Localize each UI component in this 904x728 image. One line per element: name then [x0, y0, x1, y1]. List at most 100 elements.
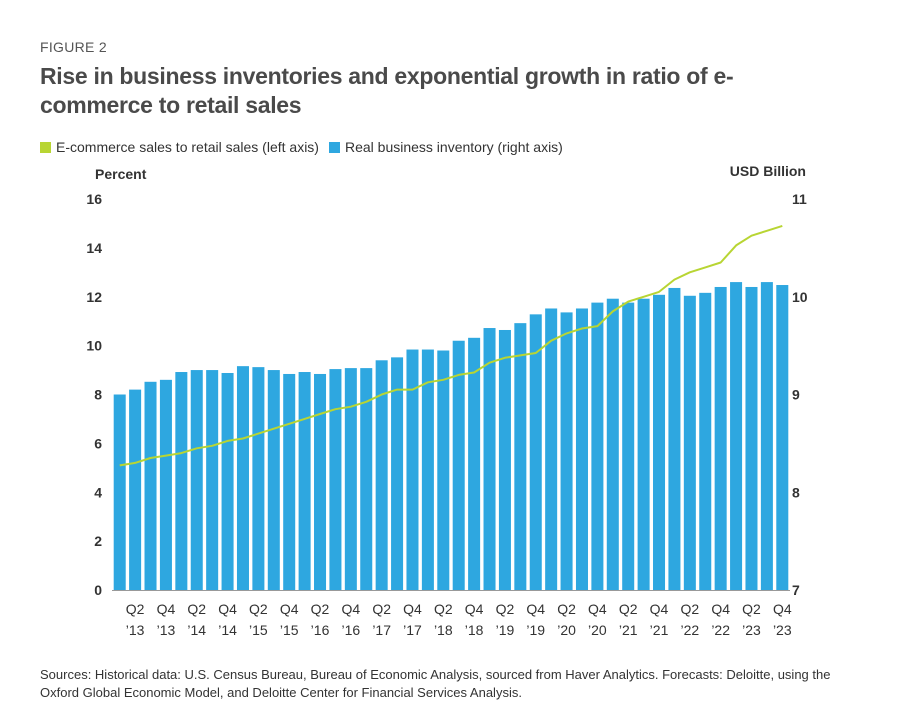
x-tick-year: ’22	[680, 622, 699, 638]
x-tick-quarter: Q4	[465, 601, 484, 617]
legend-label-ecommerce: E-commerce sales to retail sales (left a…	[56, 139, 319, 155]
figure-label: FIGURE 2	[40, 39, 107, 55]
x-tick-quarter: Q4	[280, 601, 299, 617]
bar-inventory	[267, 370, 280, 590]
left-axis-title: Percent	[95, 166, 147, 182]
x-tick-quarter: Q2	[742, 601, 761, 617]
bar-inventory	[298, 372, 311, 590]
bar-inventory	[329, 369, 342, 590]
x-tick-quarter: Q4	[526, 601, 545, 617]
bar-inventory	[560, 312, 573, 590]
x-tick-quarter: Q2	[557, 601, 576, 617]
right-tick-label: 10	[792, 289, 808, 305]
bar-inventory	[683, 295, 696, 590]
x-tick-year: ’17	[372, 622, 391, 638]
right-axis-title: USD Billion	[730, 163, 806, 179]
left-tick-label: 0	[94, 582, 102, 598]
bar-inventory	[776, 285, 789, 590]
x-tick-quarter: Q4	[711, 601, 730, 617]
x-tick-year: ’21	[650, 622, 669, 638]
chart-legend: E-commerce sales to retail sales (left a…	[40, 139, 573, 155]
right-tick-label: 11	[792, 191, 807, 207]
bar-inventory	[159, 379, 172, 590]
bar-inventory	[314, 373, 327, 590]
bar-inventory	[421, 349, 434, 590]
bar-inventory	[699, 292, 712, 590]
bar-inventory	[668, 287, 681, 590]
x-tick-year: ’18	[434, 622, 453, 638]
x-tick-year: ’13	[157, 622, 176, 638]
bar-inventory	[113, 394, 126, 590]
x-tick-quarter: Q2	[496, 601, 515, 617]
bar-inventory	[221, 372, 234, 590]
x-tick-quarter: Q4	[218, 601, 237, 617]
x-tick-year: ’21	[619, 622, 638, 638]
bar-inventory	[714, 286, 727, 590]
bar-inventory	[575, 308, 588, 590]
bar-inventory	[637, 298, 650, 590]
x-tick-quarter: Q2	[249, 601, 268, 617]
bar-inventory	[760, 282, 773, 590]
left-tick-label: 16	[86, 191, 102, 207]
bar-inventory	[283, 373, 296, 590]
left-tick-label: 4	[94, 484, 102, 500]
bar-inventory	[591, 302, 604, 590]
bar-inventory	[452, 340, 465, 590]
x-tick-quarter: Q2	[311, 601, 330, 617]
x-tick-quarter: Q2	[434, 601, 453, 617]
legend-label-inventory: Real business inventory (right axis)	[344, 139, 563, 155]
bar-inventory	[468, 337, 481, 590]
bar-inventory	[483, 328, 496, 590]
x-tick-year: ’23	[773, 622, 792, 638]
bar-inventory	[144, 381, 157, 590]
x-tick-year: ’20	[588, 622, 607, 638]
chart-title: Rise in business inventories and exponen…	[40, 63, 734, 118]
x-tick-year: ’17	[403, 622, 422, 638]
x-tick-quarter: Q4	[588, 601, 607, 617]
x-tick-quarter: Q2	[619, 601, 638, 617]
x-tick-year: ’19	[526, 622, 545, 638]
bar-inventory	[606, 298, 619, 590]
right-tick-label: 7	[792, 582, 800, 598]
x-tick-year: ’15	[280, 622, 299, 638]
x-tick-year: ’14	[218, 622, 237, 638]
bar-inventory	[545, 308, 558, 590]
left-tick-label: 2	[94, 533, 102, 549]
source-note: Sources: Historical data: U.S. Census Bu…	[40, 667, 831, 700]
bar-inventory	[129, 389, 142, 590]
x-tick-quarter: Q2	[187, 601, 206, 617]
x-tick-quarter: Q4	[650, 601, 669, 617]
x-tick-quarter: Q2	[680, 601, 699, 617]
legend-swatch-line	[40, 141, 51, 153]
right-tick-label: 8	[792, 484, 800, 500]
bar-inventory	[252, 367, 265, 590]
line-ecommerce-ratio	[119, 224, 783, 467]
x-tick-year: ’16	[341, 622, 360, 638]
bar-inventory	[206, 370, 219, 590]
left-tick-label: 12	[86, 289, 102, 305]
bar-inventory	[406, 349, 419, 590]
x-tick-year: ’16	[311, 622, 330, 638]
x-tick-quarter: Q2	[372, 601, 391, 617]
x-tick-year: ’22	[711, 622, 730, 638]
chart-plot: Percent USD Billion 0 2 4 6 8 10 12 14 16 7 8 9 10 11 Q2…	[86, 163, 808, 638]
bar-inventory	[622, 302, 635, 590]
right-tick-label: 9	[792, 387, 800, 403]
x-tick-year: ’15	[249, 622, 268, 638]
bar-inventory	[360, 368, 373, 590]
legend-swatch-bar	[328, 141, 340, 153]
x-tick-year: ’23	[742, 622, 761, 638]
legend-item-inventory: Real business inventory (right axis)	[328, 139, 563, 155]
x-tick-quarter: Q4	[403, 601, 422, 617]
left-tick-label: 8	[94, 387, 102, 403]
bar-inventory	[344, 368, 357, 590]
legend-item-ecommerce: E-commerce sales to retail sales (left a…	[40, 139, 319, 155]
x-tick-quarter: Q4	[157, 601, 176, 617]
x-tick-year: ’18	[465, 622, 484, 638]
x-tick-year: ’19	[496, 622, 515, 638]
bar-inventory	[529, 314, 542, 590]
x-tick-year: ’14	[187, 622, 206, 638]
bar-inventory	[653, 294, 666, 590]
bar-inventory	[514, 323, 527, 590]
